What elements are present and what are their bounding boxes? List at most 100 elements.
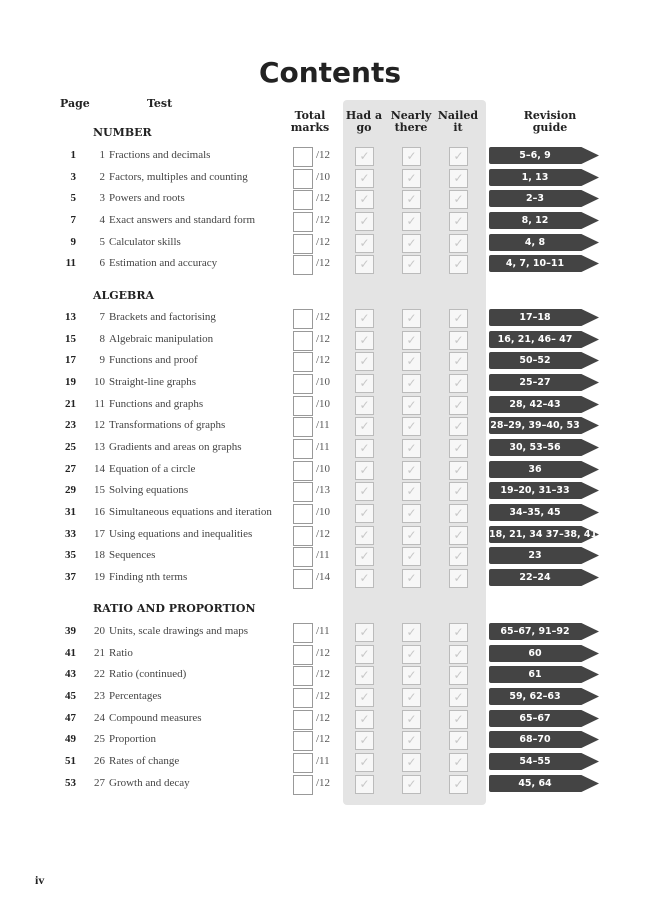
score-input-box[interactable] bbox=[293, 309, 313, 329]
nearly-there-checkbox[interactable]: ✓ bbox=[402, 547, 421, 566]
nearly-there-checkbox[interactable]: ✓ bbox=[402, 504, 421, 523]
had-a-go-checkbox[interactable]: ✓ bbox=[355, 688, 374, 707]
nailed-it-checkbox[interactable]: ✓ bbox=[449, 396, 468, 415]
score-input-box[interactable] bbox=[293, 331, 313, 351]
nailed-it-checkbox[interactable]: ✓ bbox=[449, 731, 468, 750]
nearly-there-checkbox[interactable]: ✓ bbox=[402, 374, 421, 393]
nearly-there-checkbox[interactable]: ✓ bbox=[402, 688, 421, 707]
nailed-it-checkbox[interactable]: ✓ bbox=[449, 461, 468, 480]
had-a-go-checkbox[interactable]: ✓ bbox=[355, 775, 374, 794]
score-input-box[interactable] bbox=[293, 547, 313, 567]
had-a-go-checkbox[interactable]: ✓ bbox=[355, 396, 374, 415]
nearly-there-checkbox[interactable]: ✓ bbox=[402, 255, 421, 274]
score-input-box[interactable] bbox=[293, 439, 313, 459]
score-input-box[interactable] bbox=[293, 374, 313, 394]
nailed-it-checkbox[interactable]: ✓ bbox=[449, 569, 468, 588]
nailed-it-checkbox[interactable]: ✓ bbox=[449, 331, 468, 350]
nearly-there-checkbox[interactable]: ✓ bbox=[402, 212, 421, 231]
nearly-there-checkbox[interactable]: ✓ bbox=[402, 309, 421, 328]
had-a-go-checkbox[interactable]: ✓ bbox=[355, 331, 374, 350]
had-a-go-checkbox[interactable]: ✓ bbox=[355, 731, 374, 750]
nailed-it-checkbox[interactable]: ✓ bbox=[449, 688, 468, 707]
nearly-there-checkbox[interactable]: ✓ bbox=[402, 331, 421, 350]
nearly-there-checkbox[interactable]: ✓ bbox=[402, 234, 421, 253]
nailed-it-checkbox[interactable]: ✓ bbox=[449, 417, 468, 436]
nearly-there-checkbox[interactable]: ✓ bbox=[402, 775, 421, 794]
had-a-go-checkbox[interactable]: ✓ bbox=[355, 666, 374, 685]
had-a-go-checkbox[interactable]: ✓ bbox=[355, 753, 374, 772]
nearly-there-checkbox[interactable]: ✓ bbox=[402, 461, 421, 480]
nailed-it-checkbox[interactable]: ✓ bbox=[449, 623, 468, 642]
nearly-there-checkbox[interactable]: ✓ bbox=[402, 731, 421, 750]
nailed-it-checkbox[interactable]: ✓ bbox=[449, 234, 468, 253]
nailed-it-checkbox[interactable]: ✓ bbox=[449, 374, 468, 393]
score-input-box[interactable] bbox=[293, 352, 313, 372]
nearly-there-checkbox[interactable]: ✓ bbox=[402, 169, 421, 188]
nailed-it-checkbox[interactable]: ✓ bbox=[449, 309, 468, 328]
had-a-go-checkbox[interactable]: ✓ bbox=[355, 417, 374, 436]
nearly-there-checkbox[interactable]: ✓ bbox=[402, 645, 421, 664]
nailed-it-checkbox[interactable]: ✓ bbox=[449, 147, 468, 166]
had-a-go-checkbox[interactable]: ✓ bbox=[355, 374, 374, 393]
score-input-box[interactable] bbox=[293, 688, 313, 708]
had-a-go-checkbox[interactable]: ✓ bbox=[355, 439, 374, 458]
had-a-go-checkbox[interactable]: ✓ bbox=[355, 623, 374, 642]
nearly-there-checkbox[interactable]: ✓ bbox=[402, 569, 421, 588]
nailed-it-checkbox[interactable]: ✓ bbox=[449, 439, 468, 458]
score-input-box[interactable] bbox=[293, 212, 313, 232]
nearly-there-checkbox[interactable]: ✓ bbox=[402, 147, 421, 166]
nailed-it-checkbox[interactable]: ✓ bbox=[449, 352, 468, 371]
score-input-box[interactable] bbox=[293, 482, 313, 502]
nailed-it-checkbox[interactable]: ✓ bbox=[449, 482, 468, 501]
had-a-go-checkbox[interactable]: ✓ bbox=[355, 212, 374, 231]
nearly-there-checkbox[interactable]: ✓ bbox=[402, 190, 421, 209]
had-a-go-checkbox[interactable]: ✓ bbox=[355, 169, 374, 188]
nearly-there-checkbox[interactable]: ✓ bbox=[402, 482, 421, 501]
had-a-go-checkbox[interactable]: ✓ bbox=[355, 147, 374, 166]
nailed-it-checkbox[interactable]: ✓ bbox=[449, 666, 468, 685]
score-input-box[interactable] bbox=[293, 775, 313, 795]
score-input-box[interactable] bbox=[293, 504, 313, 524]
score-input-box[interactable] bbox=[293, 169, 313, 189]
had-a-go-checkbox[interactable]: ✓ bbox=[355, 645, 374, 664]
had-a-go-checkbox[interactable]: ✓ bbox=[355, 309, 374, 328]
score-input-box[interactable] bbox=[293, 234, 313, 254]
had-a-go-checkbox[interactable]: ✓ bbox=[355, 352, 374, 371]
score-input-box[interactable] bbox=[293, 147, 313, 167]
nearly-there-checkbox[interactable]: ✓ bbox=[402, 526, 421, 545]
score-input-box[interactable] bbox=[293, 710, 313, 730]
had-a-go-checkbox[interactable]: ✓ bbox=[355, 526, 374, 545]
score-input-box[interactable] bbox=[293, 190, 313, 210]
had-a-go-checkbox[interactable]: ✓ bbox=[355, 461, 374, 480]
score-input-box[interactable] bbox=[293, 526, 313, 546]
nearly-there-checkbox[interactable]: ✓ bbox=[402, 666, 421, 685]
nearly-there-checkbox[interactable]: ✓ bbox=[402, 417, 421, 436]
nearly-there-checkbox[interactable]: ✓ bbox=[402, 710, 421, 729]
score-input-box[interactable] bbox=[293, 396, 313, 416]
nailed-it-checkbox[interactable]: ✓ bbox=[449, 190, 468, 209]
nearly-there-checkbox[interactable]: ✓ bbox=[402, 753, 421, 772]
nailed-it-checkbox[interactable]: ✓ bbox=[449, 255, 468, 274]
nearly-there-checkbox[interactable]: ✓ bbox=[402, 352, 421, 371]
nailed-it-checkbox[interactable]: ✓ bbox=[449, 212, 468, 231]
nailed-it-checkbox[interactable]: ✓ bbox=[449, 526, 468, 545]
had-a-go-checkbox[interactable]: ✓ bbox=[355, 255, 374, 274]
score-input-box[interactable] bbox=[293, 461, 313, 481]
nailed-it-checkbox[interactable]: ✓ bbox=[449, 775, 468, 794]
nailed-it-checkbox[interactable]: ✓ bbox=[449, 710, 468, 729]
nailed-it-checkbox[interactable]: ✓ bbox=[449, 645, 468, 664]
had-a-go-checkbox[interactable]: ✓ bbox=[355, 504, 374, 523]
had-a-go-checkbox[interactable]: ✓ bbox=[355, 234, 374, 253]
score-input-box[interactable] bbox=[293, 417, 313, 437]
score-input-box[interactable] bbox=[293, 255, 313, 275]
nearly-there-checkbox[interactable]: ✓ bbox=[402, 623, 421, 642]
had-a-go-checkbox[interactable]: ✓ bbox=[355, 547, 374, 566]
had-a-go-checkbox[interactable]: ✓ bbox=[355, 710, 374, 729]
had-a-go-checkbox[interactable]: ✓ bbox=[355, 482, 374, 501]
score-input-box[interactable] bbox=[293, 666, 313, 686]
score-input-box[interactable] bbox=[293, 753, 313, 773]
nailed-it-checkbox[interactable]: ✓ bbox=[449, 753, 468, 772]
score-input-box[interactable] bbox=[293, 623, 313, 643]
score-input-box[interactable] bbox=[293, 645, 313, 665]
nailed-it-checkbox[interactable]: ✓ bbox=[449, 547, 468, 566]
